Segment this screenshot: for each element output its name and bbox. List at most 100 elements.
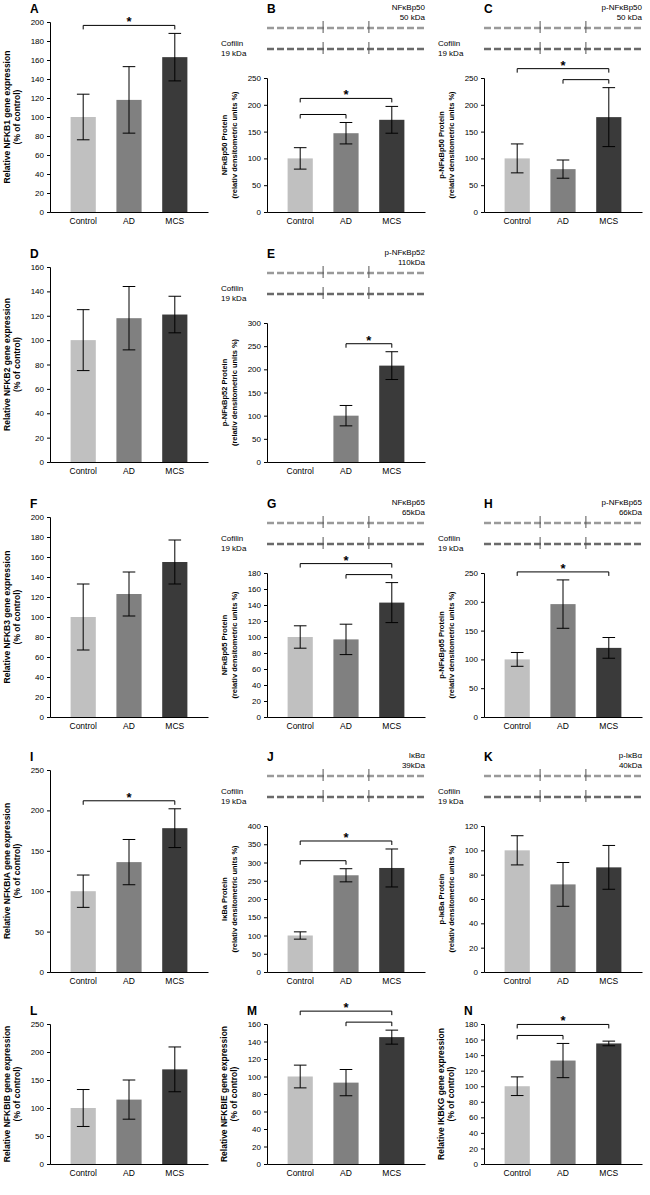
y-tick-mark bbox=[481, 948, 484, 949]
y-tick: 0 bbox=[40, 208, 50, 217]
y-tick: 300 bbox=[248, 319, 267, 328]
panel-letter: J bbox=[267, 750, 274, 764]
y-axis: 050100150200250 bbox=[31, 766, 51, 977]
x-axis: ControlADMCS bbox=[51, 717, 209, 731]
y-tick-label: 40 bbox=[469, 1129, 478, 1138]
y-tick-mark bbox=[264, 462, 267, 463]
y-tick-mark bbox=[47, 193, 50, 194]
error-bar bbox=[123, 287, 136, 350]
x-tick: AD bbox=[123, 1164, 135, 1178]
blot-control-band bbox=[484, 796, 642, 799]
y-axis-label: p-IκBa Protein bbox=[437, 873, 446, 924]
y-tick-mark bbox=[47, 1052, 50, 1053]
y-tick-mark bbox=[481, 972, 484, 973]
y-tick: 80 bbox=[469, 871, 484, 880]
plot-area bbox=[505, 836, 622, 972]
y-tick-mark bbox=[481, 1040, 484, 1041]
y-tick-label: 150 bbox=[31, 847, 45, 856]
y-tick-label: 120 bbox=[31, 593, 45, 602]
x-tick-label: Control bbox=[503, 721, 531, 731]
x-tick-label: AD bbox=[557, 216, 569, 226]
blot-target-kda: 50 kDa bbox=[617, 13, 643, 22]
blot-lane-separator bbox=[323, 537, 324, 549]
plot-area bbox=[71, 809, 188, 972]
error-bar bbox=[340, 869, 353, 882]
y-tick-mark bbox=[47, 557, 50, 558]
x-axis-line bbox=[51, 212, 209, 213]
y-tick: 140 bbox=[248, 1038, 267, 1047]
y-tick-label: 200 bbox=[248, 365, 262, 374]
blot-control-band bbox=[484, 543, 642, 546]
error-bar bbox=[123, 1080, 136, 1119]
x-tick-label: MCS bbox=[599, 216, 618, 226]
y-tick: 40 bbox=[35, 170, 50, 179]
plot-area bbox=[505, 1041, 622, 1164]
y-tick-mark bbox=[481, 1133, 484, 1134]
x-tick-label: MCS bbox=[382, 976, 401, 986]
panel: 050100150200250ControlADMCS*p-NFκBp65 Pr… bbox=[437, 497, 643, 731]
y-tick: 140 bbox=[31, 573, 50, 582]
y-tick: 80 bbox=[35, 633, 50, 642]
y-tick-label: 300 bbox=[248, 859, 262, 868]
y-axis-line bbox=[481, 827, 485, 973]
x-tick: Control bbox=[503, 212, 531, 226]
panel: 050100150200250ControlADMCS*p-NFκBp50 Pr… bbox=[437, 2, 643, 226]
y-tick-label: 120 bbox=[465, 822, 479, 831]
x-tick: AD bbox=[557, 972, 569, 986]
y-tick: 150 bbox=[465, 128, 484, 137]
blot-lane-separator bbox=[323, 516, 324, 528]
y-axis-line bbox=[47, 1025, 51, 1165]
y-tick: 0 bbox=[40, 458, 50, 467]
y-tick-label: 150 bbox=[465, 627, 479, 636]
y-tick-label: 100 bbox=[465, 154, 479, 163]
x-tick: AD bbox=[123, 212, 135, 226]
blot-control-label: Cofilin bbox=[221, 534, 243, 543]
y-tick-label: 120 bbox=[248, 1055, 262, 1064]
x-tick-label: AD bbox=[123, 466, 135, 476]
y-tick: 40 bbox=[252, 681, 267, 690]
y-tick: 0 bbox=[257, 713, 267, 722]
panel: 050100150200250300ControlADMCS*p-NFκBp52… bbox=[220, 247, 426, 476]
bar bbox=[379, 366, 404, 462]
y-tick: 250 bbox=[465, 74, 484, 83]
y-tick-label: 80 bbox=[469, 1098, 478, 1107]
y-tick-mark bbox=[264, 105, 267, 106]
y-tick: 0 bbox=[40, 1160, 50, 1169]
x-tick: AD bbox=[557, 212, 569, 226]
y-tick-mark bbox=[264, 346, 267, 347]
y-tick-mark bbox=[47, 212, 50, 213]
blot-lane-separator bbox=[585, 42, 586, 54]
y-tick-label: 120 bbox=[31, 312, 45, 321]
x-tick: Control bbox=[69, 462, 97, 476]
y-axis-label: Relative NFKB1 gene expression bbox=[2, 51, 12, 184]
panel-letter: D bbox=[30, 247, 39, 261]
blot-target-band bbox=[267, 272, 425, 275]
x-axis-line bbox=[485, 212, 643, 213]
blot-control-label: Cofilin bbox=[438, 39, 460, 48]
x-axis: ControlADMCS bbox=[268, 717, 426, 731]
x-axis: ControlADMCS bbox=[268, 462, 426, 476]
y-tick-mark bbox=[47, 98, 50, 99]
x-tick: MCS bbox=[599, 212, 618, 226]
y-tick-mark bbox=[47, 462, 50, 463]
y-tick-mark bbox=[264, 212, 267, 213]
y-axis-label: (relativ densitometric units %) bbox=[230, 91, 239, 199]
y-axis-label: (relativ densitometric units %) bbox=[230, 338, 239, 446]
y-axis: 020406080100120140160 bbox=[248, 1020, 268, 1169]
y-tick-mark bbox=[47, 851, 50, 852]
y-tick-mark bbox=[47, 41, 50, 42]
chart-svg: 020406080100120140160180200ControlADMCS*… bbox=[0, 0, 650, 1195]
error-bar bbox=[77, 310, 90, 371]
error-bar bbox=[511, 1077, 524, 1096]
significance-star: * bbox=[366, 333, 372, 348]
y-tick-label: 60 bbox=[469, 895, 478, 904]
y-tick: 100 bbox=[248, 633, 267, 642]
y-tick-label: 100 bbox=[31, 336, 45, 345]
significance-star: * bbox=[560, 1013, 566, 1028]
x-tick: AD bbox=[340, 972, 352, 986]
plot-area bbox=[71, 1047, 188, 1164]
y-tick: 0 bbox=[40, 968, 50, 977]
error-bar bbox=[386, 352, 399, 380]
x-tick-label: Control bbox=[69, 976, 97, 986]
x-tick: AD bbox=[340, 462, 352, 476]
